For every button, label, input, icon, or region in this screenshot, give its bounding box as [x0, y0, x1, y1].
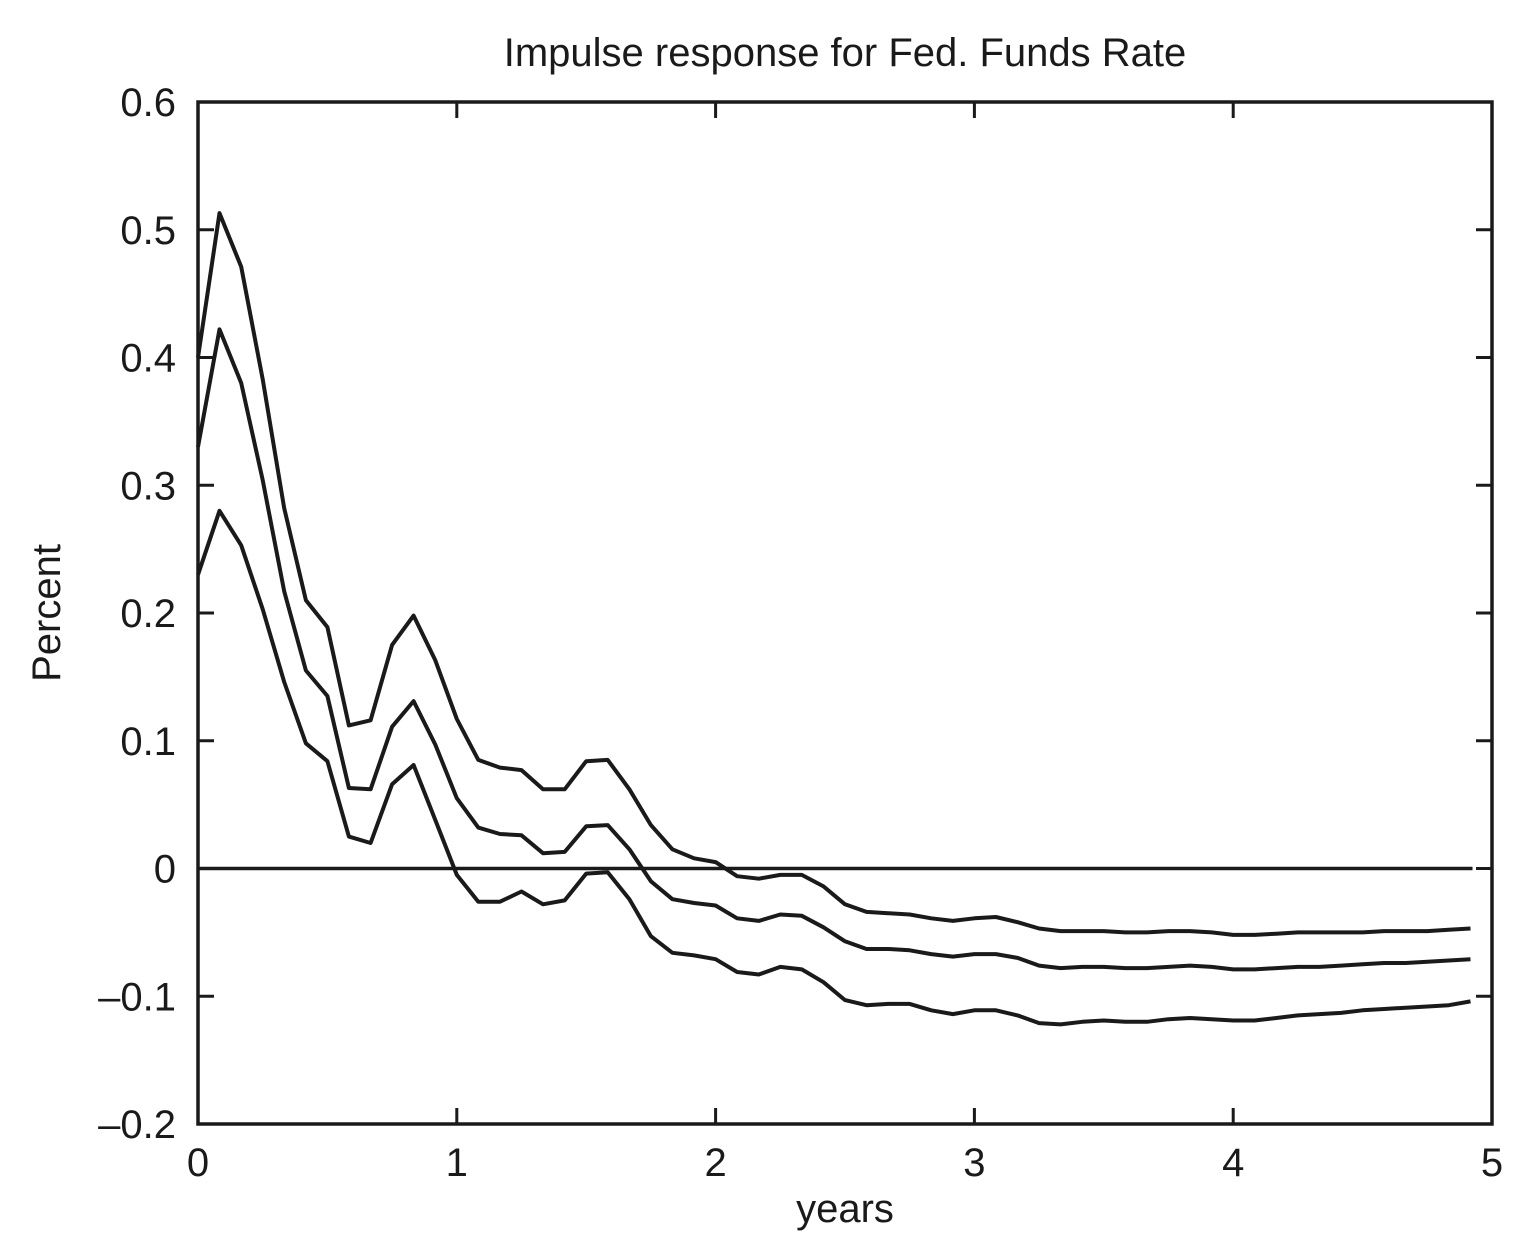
x-tick-label: 2 [704, 1141, 726, 1185]
y-tick-label: 0.5 [120, 209, 176, 253]
y-tick-label: 0 [154, 848, 176, 892]
y-tick-label: –0.1 [98, 975, 176, 1019]
x-tick-label: 0 [187, 1141, 209, 1185]
y-tick-label: 0.6 [120, 81, 176, 125]
x-tick-label: 5 [1481, 1141, 1503, 1185]
y-axis-label: Percent [25, 544, 69, 682]
x-tick-label: 1 [446, 1141, 468, 1185]
lower-band-line [196, 508, 1471, 1027]
y-tick-label: 0.2 [120, 592, 176, 636]
plot-frame [196, 100, 1494, 1126]
impulse-response-line [196, 327, 1471, 972]
x-tick-label: 4 [1222, 1141, 1244, 1185]
plot-area: 0 1 2 3 4 5 –0.2 –0.1 0 0.1 0.2 0.3 0.4 0.5 0.6 [98, 81, 1503, 1185]
y-tick-label: 0.4 [120, 337, 176, 381]
chart-title: Impulse response for Fed. Funds Rate [504, 31, 1187, 75]
x-axis-label: years [796, 1187, 894, 1231]
upper-band-line [196, 211, 1471, 937]
y-tick-label: –0.2 [98, 1103, 176, 1147]
x-tick-label: 3 [963, 1141, 985, 1185]
y-tick-label: 0.3 [120, 464, 176, 508]
y-tick-label: 0.1 [120, 720, 176, 764]
